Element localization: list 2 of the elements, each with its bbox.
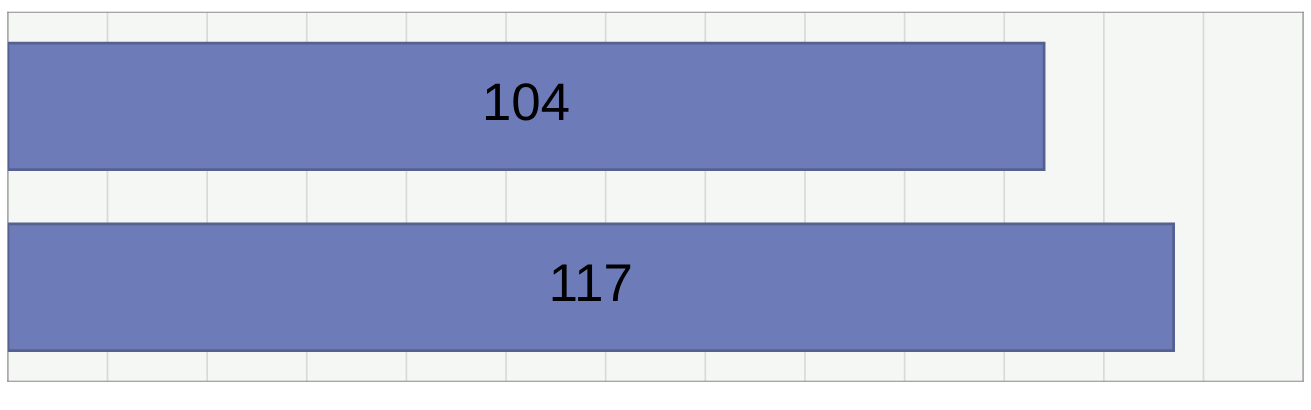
data-label: 104 (485, 83, 569, 121)
data-label: 117 (552, 264, 631, 301)
